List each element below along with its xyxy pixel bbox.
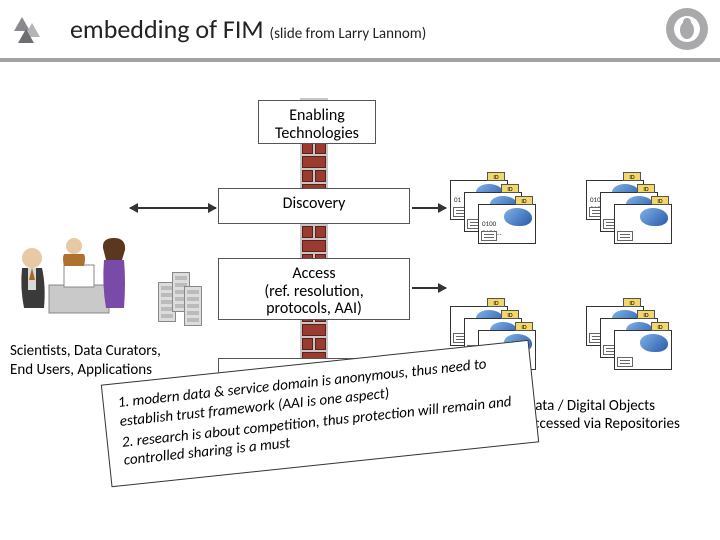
data-blob-icon — [504, 208, 532, 226]
people-icon — [14, 230, 134, 330]
id-tab: ID — [501, 184, 519, 193]
title-subtitle: (slide from Larry Lannom) — [270, 25, 427, 43]
repositories-label: Data / Digital Objects accessed via Repo… — [526, 397, 706, 433]
bits-label: 01 — [454, 195, 461, 204]
data-blob-icon — [640, 334, 668, 352]
header: embedding of FIM (slide from Larry Lanno… — [0, 0, 720, 58]
data-blob-icon — [640, 208, 668, 226]
arrow-access-right — [412, 287, 446, 289]
box-enabling: Enabling Technologies — [258, 100, 376, 144]
data-stack-2: ID 010 010 ID ID — [586, 180, 676, 250]
id-tab: ID — [515, 196, 533, 205]
arrow-discovery-right — [412, 207, 446, 209]
id-tab: ID — [623, 172, 641, 181]
servers-icon — [158, 272, 202, 326]
title-main: embedding of FIM — [70, 13, 264, 45]
id-tab: ID — [623, 298, 641, 307]
metadata-icon — [617, 231, 633, 241]
mpg-seal-icon — [666, 8, 708, 50]
id-tab: ID — [637, 310, 655, 319]
id-tab: ID — [487, 172, 505, 181]
metadata-icon — [617, 357, 633, 367]
id-tab: ID — [637, 184, 655, 193]
slide-title: embedding of FIM (slide from Larry Lanno… — [70, 13, 426, 45]
actors-label: Scientists, Data Curators, End Users, Ap… — [10, 342, 161, 380]
id-tab: ID — [487, 298, 505, 307]
arrow-left — [130, 207, 216, 209]
id-tab: ID — [651, 196, 669, 205]
data-stack-4: ID ID ID — [586, 306, 676, 376]
box-access: Access (ref. resolution, protocols, AAI) — [218, 258, 410, 320]
id-tab: ID — [651, 322, 669, 331]
data-stack-1: ID 01 ID ID 0100 0101... — [450, 180, 540, 250]
logo-wedges-icon — [8, 7, 52, 51]
box-discovery: Discovery — [218, 188, 410, 224]
slide-body: Enabling Technologies Discovery Access (… — [0, 62, 720, 540]
id-tab: ID — [515, 322, 533, 331]
metadata-icon — [481, 231, 497, 241]
id-tab: ID — [501, 310, 519, 319]
callout-note: 1. modern data & service domain is anony… — [101, 340, 539, 487]
